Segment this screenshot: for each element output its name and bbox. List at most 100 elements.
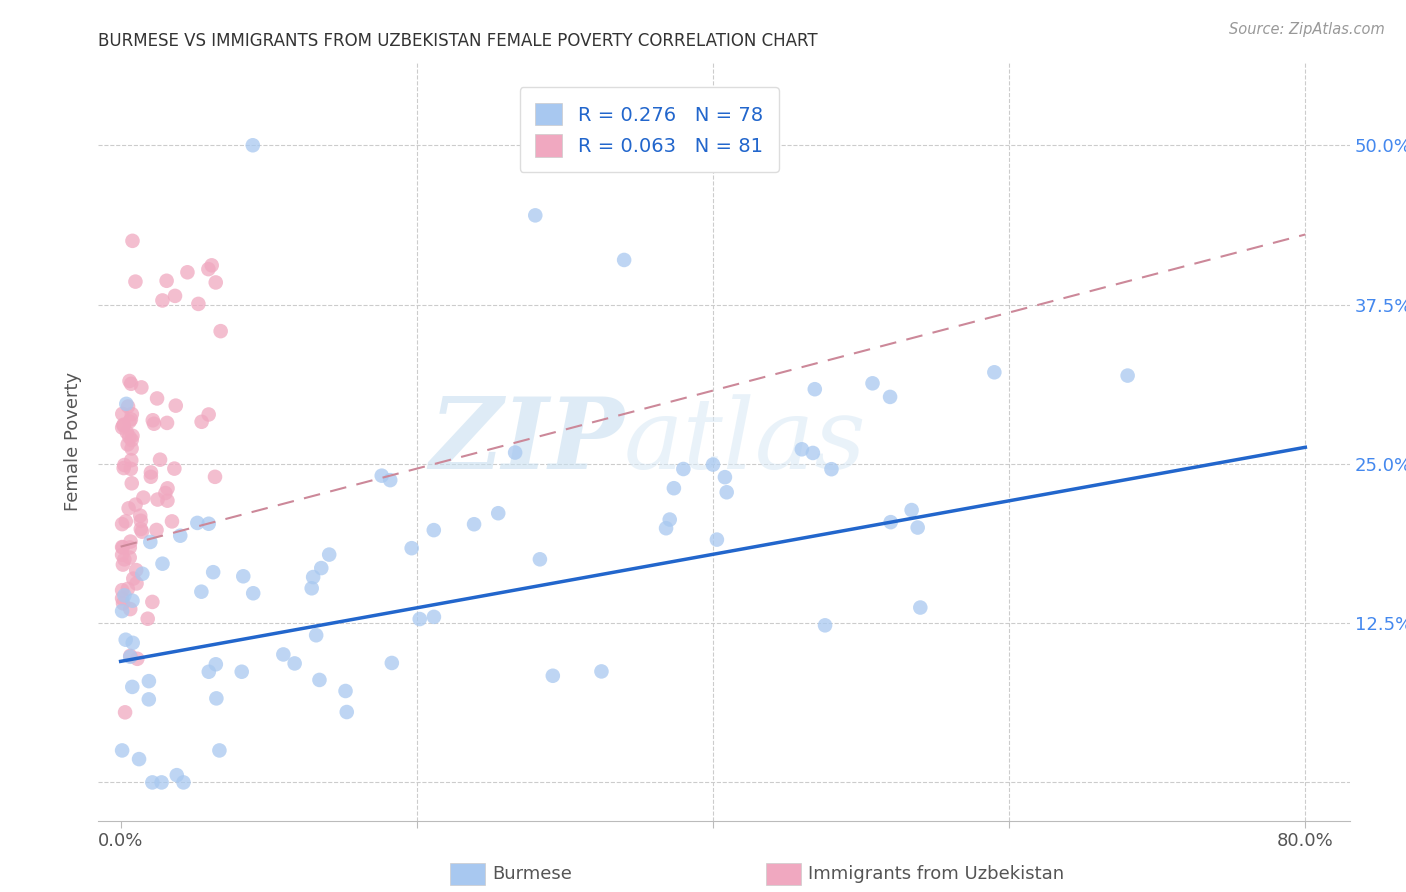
Point: [124, 498, 146, 512]
Point: [197, 516, 219, 531]
Point: [205, 691, 228, 706]
Point: [163, 289, 186, 303]
Point: [112, 418, 135, 433]
Point: [541, 669, 564, 683]
Point: [118, 415, 141, 429]
Point: [111, 541, 134, 555]
Point: [121, 680, 143, 694]
Point: [169, 529, 191, 543]
Point: [142, 413, 165, 427]
Point: [591, 665, 613, 679]
Point: [205, 657, 228, 672]
Text: Immigrants from Uzbekistan: Immigrants from Uzbekistan: [808, 865, 1064, 883]
Point: [706, 533, 728, 547]
Point: [156, 493, 179, 508]
Point: [112, 596, 135, 610]
Point: [907, 520, 929, 534]
Point: [714, 470, 737, 484]
Point: [655, 521, 678, 535]
Point: [232, 569, 254, 583]
Point: [121, 433, 143, 447]
Point: [120, 649, 142, 664]
Point: [111, 604, 134, 618]
Point: [209, 324, 232, 338]
Point: [156, 481, 179, 495]
Point: [129, 508, 152, 523]
Point: [112, 417, 135, 432]
Point: [790, 442, 813, 457]
Point: [202, 565, 225, 579]
Point: [311, 561, 333, 575]
Point: [111, 591, 134, 606]
Point: [129, 514, 152, 528]
Point: [1116, 368, 1139, 383]
Point: [862, 376, 884, 391]
Point: [138, 674, 160, 689]
Point: [529, 552, 551, 566]
Point: [463, 517, 485, 532]
Point: [197, 262, 219, 277]
Point: [150, 775, 173, 789]
Point: [118, 374, 141, 388]
Point: [111, 517, 134, 532]
Point: [111, 743, 134, 757]
Point: [128, 752, 150, 766]
Point: [160, 515, 183, 529]
Text: Source: ZipAtlas.com: Source: ZipAtlas.com: [1229, 22, 1385, 37]
Point: [114, 632, 136, 647]
Point: [112, 458, 135, 472]
Point: [201, 258, 224, 272]
Point: [284, 657, 307, 671]
Point: [141, 595, 163, 609]
Point: [146, 392, 169, 406]
Point: [380, 473, 402, 487]
Y-axis label: Female Poverty: Female Poverty: [63, 372, 82, 511]
Point: [145, 523, 167, 537]
Point: [983, 365, 1005, 379]
Point: [112, 588, 135, 602]
Point: [716, 485, 738, 500]
Point: [900, 503, 922, 517]
Point: [204, 276, 226, 290]
Text: atlas: atlas: [624, 394, 866, 489]
Point: [190, 415, 212, 429]
Point: [132, 491, 155, 505]
Point: [879, 390, 901, 404]
Point: [120, 376, 142, 391]
Point: [136, 612, 159, 626]
Point: [111, 540, 134, 554]
Point: [198, 665, 221, 679]
Point: [112, 552, 135, 566]
Point: [814, 618, 837, 632]
Point: [273, 648, 295, 662]
Point: [121, 593, 143, 607]
Point: [120, 648, 142, 663]
Point: [820, 462, 842, 476]
Point: [503, 445, 526, 459]
Point: [302, 570, 325, 584]
Point: [242, 586, 264, 600]
Point: [301, 582, 323, 596]
Point: [111, 548, 134, 562]
Point: [658, 512, 681, 526]
Point: [336, 705, 359, 719]
Point: [111, 407, 134, 421]
Point: [121, 429, 143, 443]
Point: [152, 293, 174, 308]
Point: [172, 775, 194, 789]
Point: [910, 600, 932, 615]
Point: [127, 652, 149, 666]
Point: [139, 466, 162, 480]
Point: [197, 408, 219, 422]
Point: [702, 458, 724, 472]
Legend: R = 0.276   N = 78, R = 0.063   N = 81: R = 0.276 N = 78, R = 0.063 N = 81: [519, 87, 779, 172]
Point: [166, 768, 188, 782]
Point: [114, 706, 136, 720]
Point: [879, 515, 901, 529]
Text: ZIP: ZIP: [429, 393, 624, 490]
Point: [409, 612, 432, 626]
Point: [122, 572, 145, 586]
Point: [120, 412, 142, 426]
Point: [335, 684, 357, 698]
Point: [401, 541, 423, 556]
